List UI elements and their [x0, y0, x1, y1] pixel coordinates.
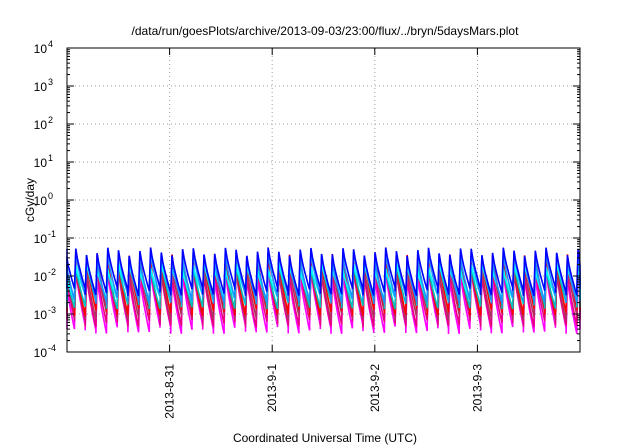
x-tick-label: 2013-9-2	[368, 364, 382, 412]
y-tick-label: 10	[34, 270, 48, 284]
y-tick-label: 10	[34, 308, 48, 322]
y-tick-base: 10	[34, 156, 48, 170]
x-axis-label: Coordinated Universal Time (UTC)	[233, 431, 417, 445]
x-tick-label: 2013-9-3	[470, 364, 484, 412]
y-tick-exponent: -4	[48, 343, 56, 353]
y-tick-base: 10	[34, 308, 48, 322]
y-tick-base: 10	[34, 270, 48, 284]
chart-title: /data/run/goesPlots/archive/2013-09-03/2…	[132, 24, 520, 38]
y-tick-label: 10	[34, 118, 48, 132]
y-tick-label: 10	[34, 80, 48, 94]
y-tick-base: 10	[34, 194, 48, 208]
series-line-7	[66, 247, 581, 297]
y-tick-label: 10	[34, 194, 48, 208]
y-tick-base: 10	[34, 42, 48, 56]
plot-frame	[66, 47, 581, 353]
y-tick-exponent: 1	[48, 153, 53, 163]
y-tick-base: 10	[34, 346, 48, 360]
y-tick-exponent: -3	[48, 305, 56, 315]
y-tick-label: 10	[34, 346, 48, 360]
y-tick-exponent: 0	[48, 191, 53, 201]
series-group	[66, 247, 581, 335]
y-tick-label: 10	[34, 156, 48, 170]
y-tick-base: 10	[34, 118, 48, 132]
y-tick-label: 10	[34, 42, 48, 56]
y-tick-exponent: -2	[48, 267, 56, 277]
y-tick-base: 10	[34, 232, 48, 246]
y-tick-exponent: 2	[48, 115, 53, 125]
y-tick-base: 10	[34, 80, 48, 94]
x-tick-label: 2013-9-1	[265, 364, 279, 412]
y-tick-label: 10	[34, 232, 48, 246]
y-axis-label: cGy/day	[23, 178, 37, 222]
y-tick-exponent: 4	[48, 39, 53, 49]
x-tick-label: 2013-8-31	[163, 364, 177, 419]
x-axis: 2013-8-31 2013-9-1 2013-9-2 2013-9-3	[163, 48, 484, 419]
y-tick-exponent: -1	[48, 229, 56, 239]
y-tick-exponent: 3	[48, 77, 53, 87]
